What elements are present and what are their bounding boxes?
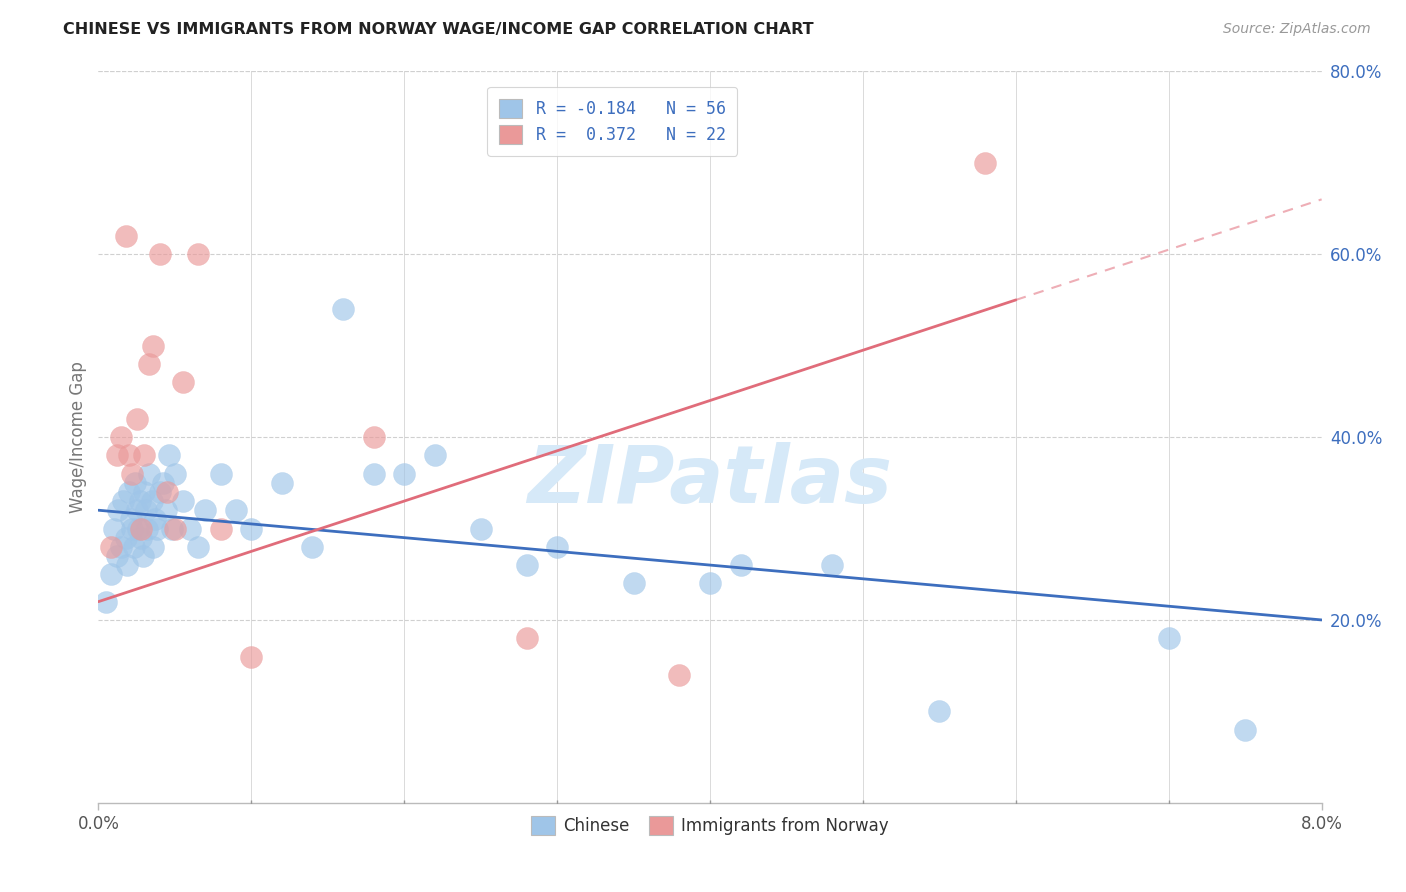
Point	[94, 594, 117, 608]
Point	[110, 540, 132, 554]
Point	[142, 338, 165, 352]
Point	[129, 531, 152, 545]
Point	[240, 521, 263, 535]
Point	[187, 540, 209, 554]
Point	[470, 521, 492, 535]
Point	[100, 567, 122, 582]
Point	[105, 549, 128, 563]
Point	[160, 521, 183, 535]
Point	[1234, 723, 1257, 737]
Point	[194, 503, 217, 517]
Point	[1157, 632, 1180, 646]
Point	[332, 301, 354, 317]
Point	[821, 558, 844, 573]
Point	[209, 521, 232, 535]
Point	[187, 247, 209, 261]
Point	[132, 549, 155, 563]
Point	[117, 558, 139, 573]
Y-axis label: Wage/Income Gap: Wage/Income Gap	[69, 361, 87, 513]
Point	[128, 494, 150, 508]
Legend: Chinese, Immigrants from Norway: Chinese, Immigrants from Norway	[524, 809, 896, 842]
Text: Source: ZipAtlas.com: Source: ZipAtlas.com	[1223, 22, 1371, 37]
Point	[142, 540, 165, 554]
Point	[546, 540, 568, 554]
Point	[172, 494, 194, 508]
Point	[134, 485, 156, 500]
Point	[172, 375, 194, 389]
Point	[135, 503, 157, 517]
Point	[179, 521, 201, 535]
Point	[163, 467, 186, 481]
Point	[363, 467, 385, 481]
Point	[149, 247, 172, 261]
Point	[110, 430, 132, 444]
Point	[127, 521, 149, 535]
Point	[515, 558, 537, 573]
Text: CHINESE VS IMMIGRANTS FROM NORWAY WAGE/INCOME GAP CORRELATION CHART: CHINESE VS IMMIGRANTS FROM NORWAY WAGE/I…	[63, 22, 814, 37]
Point	[730, 558, 752, 573]
Point	[107, 503, 129, 517]
Point	[149, 485, 172, 500]
Point	[143, 512, 166, 526]
Point	[152, 475, 174, 490]
Point	[301, 540, 323, 554]
Point	[392, 467, 416, 481]
Point	[163, 521, 186, 535]
Point	[156, 485, 179, 500]
Point	[155, 503, 177, 517]
Point	[623, 576, 645, 591]
Point	[115, 229, 138, 244]
Point	[118, 485, 141, 500]
Point	[974, 156, 997, 170]
Point	[129, 521, 152, 535]
Point	[363, 430, 385, 444]
Point	[138, 467, 160, 481]
Point	[124, 475, 146, 490]
Point	[121, 521, 143, 535]
Point	[134, 448, 156, 462]
Text: ZIPatlas: ZIPatlas	[527, 442, 893, 520]
Point	[111, 494, 134, 508]
Point	[121, 467, 143, 481]
Point	[138, 357, 160, 371]
Point	[240, 649, 263, 664]
Point	[118, 448, 141, 462]
Point	[122, 540, 145, 554]
Point	[145, 521, 167, 535]
Point	[699, 576, 721, 591]
Point	[103, 521, 125, 535]
Point	[100, 540, 122, 554]
Point	[423, 448, 446, 462]
Point	[141, 494, 163, 508]
Point	[125, 412, 148, 426]
Point	[928, 705, 950, 719]
Point	[668, 667, 690, 681]
Point	[515, 632, 537, 646]
Point	[136, 521, 159, 535]
Point	[157, 448, 180, 462]
Point	[115, 531, 138, 545]
Point	[270, 475, 294, 490]
Point	[225, 503, 247, 517]
Point	[209, 467, 232, 481]
Point	[120, 512, 142, 526]
Point	[105, 448, 128, 462]
Point	[125, 503, 148, 517]
